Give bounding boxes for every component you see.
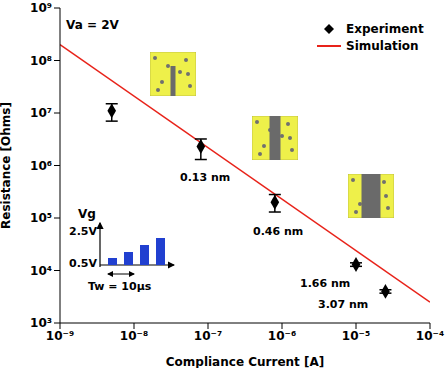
html-text:0.46 nm: 0.46 nm <box>253 225 304 238</box>
svg-text:Compliance Current [A]: Compliance Current [A] <box>166 355 324 368</box>
svg-text:10⁻⁹: 10⁻⁹ <box>46 329 74 343</box>
svg-text:10⁴: 10⁴ <box>30 264 52 278</box>
html-text:0.13 nm: 0.13 nm <box>180 171 231 184</box>
html-text:Simulation: Simulation <box>346 38 419 53</box>
svg-text:0.5V: 0.5V <box>69 257 97 270</box>
svg-text:10⁻⁶: 10⁻⁶ <box>268 329 296 343</box>
html-text:1.66 nm: 1.66 nm <box>300 277 351 290</box>
svg-text:10⁻⁵: 10⁻⁵ <box>342 329 370 343</box>
svg-text:2.5V: 2.5V <box>69 225 97 238</box>
html-text:3.07 nm: 3.07 nm <box>318 298 369 311</box>
svg-text:10⁻⁷: 10⁻⁷ <box>194 329 222 343</box>
svg-text:Resistance [Ohms]: Resistance [Ohms] <box>0 102 13 229</box>
html-text:Va = 2V: Va = 2V <box>66 18 119 32</box>
svg-text:10³: 10³ <box>30 316 52 330</box>
svg-text:10⁵: 10⁵ <box>30 211 52 225</box>
html-text:Experiment: Experiment <box>346 21 424 36</box>
svg-text:10⁶: 10⁶ <box>30 159 52 173</box>
svg-text:Tw = 10µs: Tw = 10µs <box>88 280 152 293</box>
svg-text:10⁹: 10⁹ <box>30 1 52 15</box>
svg-text:10⁻⁴: 10⁻⁴ <box>416 329 444 343</box>
svg-text:Vg: Vg <box>78 207 96 221</box>
svg-text:10⁻⁸: 10⁻⁸ <box>120 329 148 343</box>
svg-text:10⁷: 10⁷ <box>30 106 52 120</box>
svg-text:10⁸: 10⁸ <box>30 54 52 68</box>
